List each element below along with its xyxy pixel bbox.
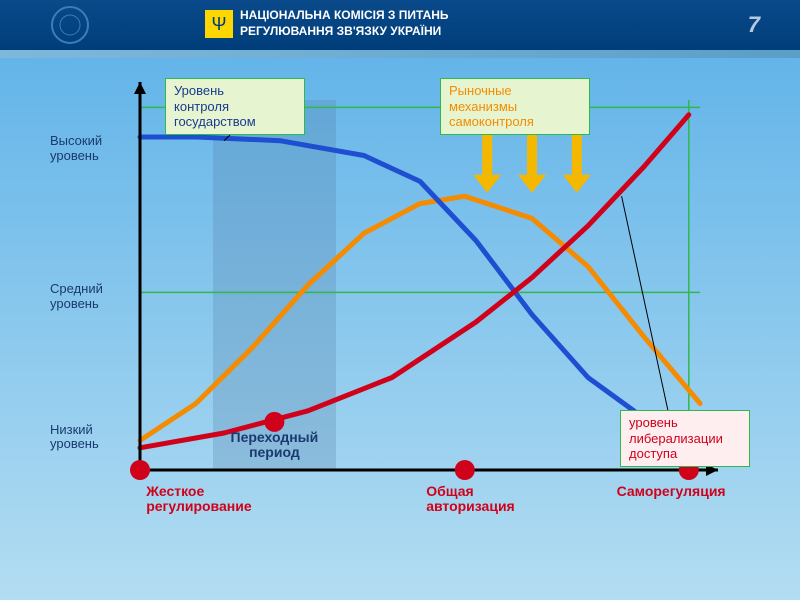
ua-trident-icon: Ψ	[205, 10, 233, 38]
transition-label: Переходныйпериод	[217, 430, 332, 461]
chart-area: Высокийуровень Среднийуровень Низкийуровен…	[50, 80, 750, 580]
box-liberalization: уровеньлиберализациидоступа	[620, 410, 750, 467]
x-label-auth: Общаяавторизация	[426, 484, 515, 515]
box-market-mechanisms: Рыночныемеханизмысамоконтроля	[440, 78, 590, 135]
x-label-self: Саморегуляция	[617, 484, 726, 499]
header-title: НАЦІОНАЛЬНА КОМІСІЯ З ПИТАНЬ РЕГУЛЮВАННЯ…	[240, 8, 449, 39]
y-label-high: Высокийуровень	[50, 134, 130, 163]
header-title-line1: НАЦІОНАЛЬНА КОМІСІЯ З ПИТАНЬ	[240, 8, 449, 24]
header-title-line2: РЕГУЛЮВАННЯ ЗВ'ЯЗКУ УКРАЇНИ	[240, 24, 449, 40]
y-label-low: Низкийуровень	[50, 423, 130, 452]
box-gov-control: Уровеньконтролягосударством	[165, 78, 305, 135]
y-label-mid: Среднийуровень	[50, 282, 130, 311]
header-bar: Ψ НАЦІОНАЛЬНА КОМІСІЯ З ПИТАНЬ РЕГУЛЮВАН…	[0, 0, 800, 50]
header-emblem	[30, 5, 110, 45]
x-label-strict: Жесткоерегулирование	[146, 484, 251, 515]
page-number: 7	[748, 12, 760, 38]
header-ruler	[0, 50, 800, 58]
